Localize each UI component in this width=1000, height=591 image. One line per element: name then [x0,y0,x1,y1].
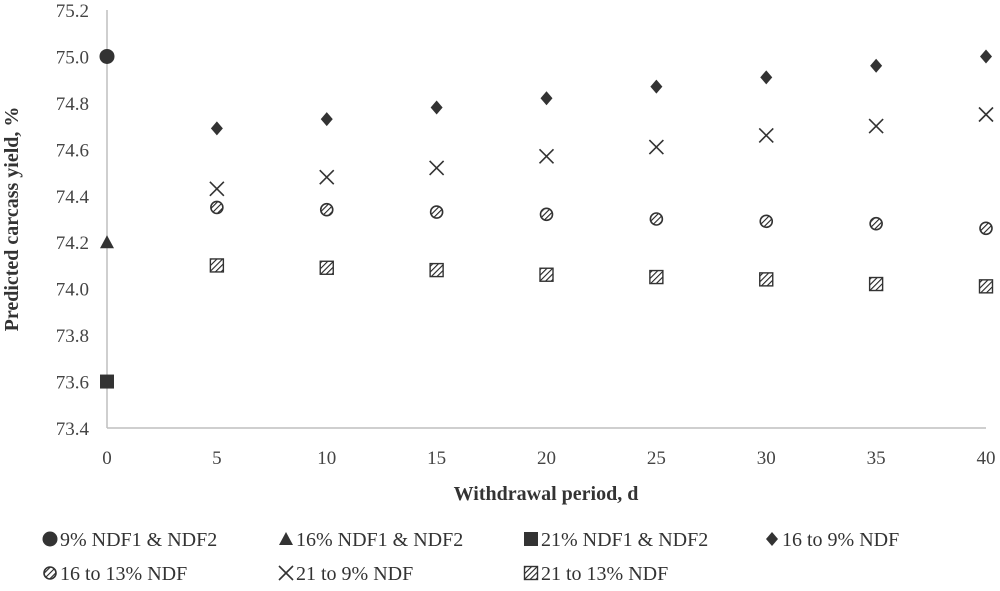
data-point-x [429,160,445,176]
data-point-hatched-circle [869,216,883,231]
y-tick-label: 74.4 [56,187,90,208]
data-point-x-stroke [538,148,555,164]
data-point-x [648,139,664,155]
data-point-x [209,181,225,197]
data-point-x [978,106,994,123]
data-point-diamond [980,49,992,64]
legend-marker-hatched-square [523,565,539,581]
legend-label: 21 to 9% NDF [296,563,413,585]
x-axis-title: Withdrawal period, d [454,483,639,505]
legend-item: 16 to 9% NDF [766,529,899,551]
data-point-hatched-square [319,260,334,275]
data-point-x-stroke [209,181,225,197]
series-triangle [100,235,114,249]
x-tick-label: 20 [537,448,556,469]
data-point-x-stroke [758,127,774,143]
x-tick-label: 10 [317,448,336,469]
y-tick-label: 73.8 [56,326,89,347]
y-tick-label: 75.0 [56,47,89,68]
data-point-hatched-circle [649,212,664,226]
y-tick-labels: 73.4 73.6 73.8 74.0 74.2 74.4 74.6 74.8 75.0 75.2 [56,1,90,440]
data-point-x-stroke [868,118,884,134]
data-point-x-stroke [648,139,664,155]
y-tick-label: 73.4 [56,419,90,440]
data-point-hatched-circle [429,205,444,219]
data-point-hatched-circle [539,207,554,222]
y-tick-label: 74.2 [56,233,89,254]
x-tick-label: 15 [427,448,446,469]
data-point-hatched-square [868,276,884,292]
data-point-hatched-square [209,258,225,273]
data-point-diamond [650,79,663,94]
data-point-hatched-circle [759,214,774,229]
legend-item: 21% NDF1 & NDF2 [524,529,708,551]
legend-label: 9% NDF1 & NDF2 [60,529,217,551]
data-point-hatched-square [759,272,774,287]
data-point-circle [99,48,115,64]
series-circle [99,48,115,64]
data-point-triangle [100,235,114,249]
data-point-diamond [430,100,443,115]
data-point-x-stroke [978,106,994,123]
legend-label: 16 to 13% NDF [60,563,187,585]
data-point-hatched-circle [210,200,224,215]
series-hatched-circle [210,200,993,236]
legend-item: 16% NDF1 & NDF2 [279,529,463,551]
series-hatched-square [209,258,994,294]
legend-marker-hatched-circle [43,566,57,580]
legend: 9% NDF1 & NDF2 16% NDF1 & NDF2 21% NDF1 & … [42,529,899,585]
legend-marker-circle [42,531,58,547]
data-point-hatched-square [539,267,554,282]
x-tick-label: 30 [757,448,776,469]
data-point-diamond [210,121,223,136]
x-tick-labels: 0 5 10 15 20 25 30 35 40 [102,448,995,469]
legend-label: 21% NDF1 & NDF2 [541,529,708,551]
data-points [99,48,994,389]
x-tick-label: 25 [647,448,666,469]
x-tick-label: 0 [102,448,112,469]
y-tick-label: 73.6 [56,373,89,394]
data-point-square [100,374,114,389]
legend-label: 16% NDF1 & NDF2 [296,529,463,551]
data-point-x [758,127,774,143]
legend-marker-triangle [279,532,293,545]
x-tick-label: 40 [977,448,996,469]
legend-marker-square [524,532,538,546]
data-point-x-stroke [429,160,445,176]
y-tick-label: 74.8 [56,94,89,115]
data-point-diamond [760,70,773,85]
legend-label: 16 to 9% NDF [782,529,899,551]
y-tick-label: 75.2 [56,1,89,22]
data-point-x [319,169,335,185]
data-point-x [538,148,555,164]
data-point-diamond [870,58,883,73]
axes [106,10,986,429]
y-tick-label: 74.0 [56,280,89,301]
data-point-hatched-square [978,279,994,294]
data-point-x-stroke [319,169,335,185]
legend-item: 16 to 13% NDF [43,563,187,585]
series-diamond [210,49,992,136]
data-point-diamond [540,91,553,106]
legend-item: 21 to 9% NDF [278,563,413,585]
legend-marker-diamond [766,532,778,546]
x-tick-label: 5 [212,448,222,469]
x-tick-label: 35 [867,448,886,469]
y-axis-title: Predicted carcass yield, % [1,107,23,332]
data-point-hatched-square [649,269,664,285]
legend-item: 9% NDF1 & NDF2 [42,529,217,551]
series-x [209,106,994,197]
legend-marker-x [278,565,294,581]
data-point-hatched-circle [319,202,334,217]
y-tick-label: 74.6 [56,140,89,161]
legend-item: 21 to 13% NDF [523,563,668,585]
data-point-hatched-circle [979,221,993,236]
data-point-diamond [320,112,333,127]
data-point-hatched-square [429,262,444,278]
data-point-x [868,118,884,134]
legend-marker-x-stroke [278,565,294,581]
series-square [100,374,114,389]
legend-label: 21 to 13% NDF [541,563,668,585]
